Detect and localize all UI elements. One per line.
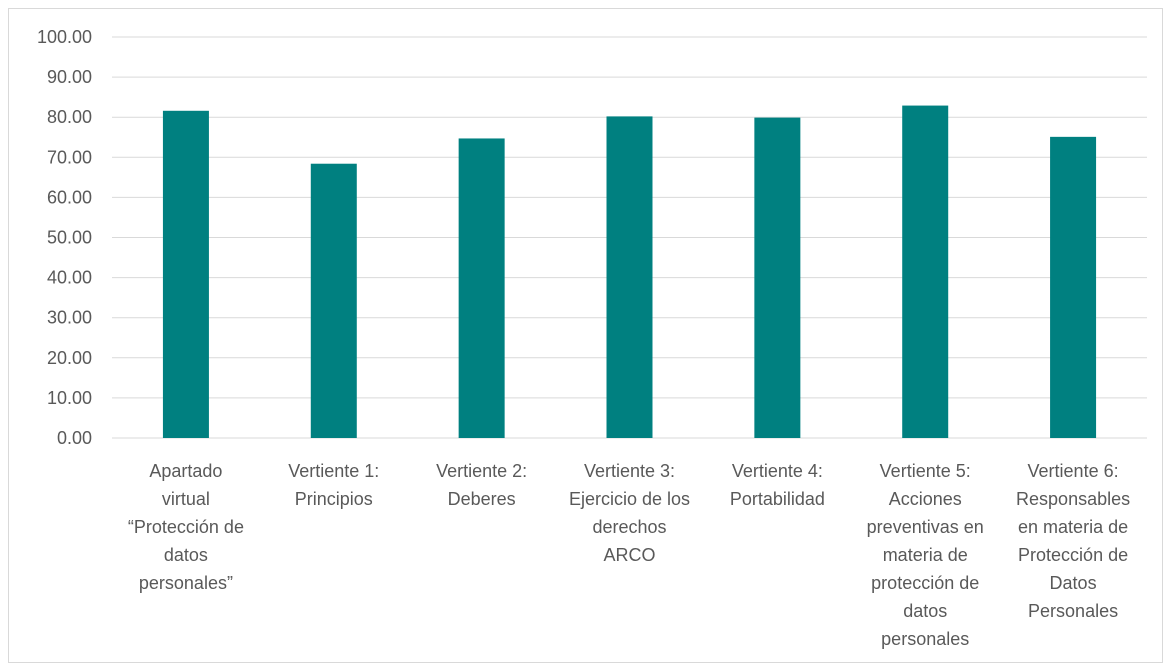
category-label-6-line-3: Protección de (1018, 545, 1128, 565)
category-label-5-line-1: Acciones (889, 489, 962, 509)
category-label-6-line-5: Personales (1028, 601, 1118, 621)
bar-5 (902, 105, 949, 439)
category-label-3-line-3: ARCO (603, 545, 655, 565)
category-label-5-line-0: Vertiente 5: (880, 461, 971, 481)
category-label-5-line-3: materia de (883, 545, 968, 565)
category-label-0: Apartado virtual “Protección de datos person… (128, 461, 244, 593)
y-tick-label-0: 0.00 (57, 428, 92, 448)
category-label-0-line-3: datos (164, 545, 208, 565)
category-label-5: Vertiente 5: Acciones preventivas en materi… (867, 461, 984, 649)
y-tick-label-7: 70.00 (47, 147, 92, 167)
category-label-6-line-0: Vertiente 6: (1028, 461, 1119, 481)
category-label-0-line-1: virtual (162, 489, 210, 509)
y-tick-label-2: 20.00 (47, 348, 92, 368)
y-tick-label-3: 30.00 (47, 308, 92, 328)
bar-6 (1050, 136, 1097, 438)
category-label-5-line-6: personales (881, 629, 969, 649)
y-tick-label-9: 90.00 (47, 67, 92, 87)
category-label-5-line-2: preventivas en (867, 517, 984, 537)
category-label-1-line-1: Principios (295, 489, 373, 509)
category-label-6-line-2: en materia de (1018, 517, 1128, 537)
category-label-0-line-0: Apartado (149, 461, 222, 481)
bar-chart: 0.00 10.00 20.00 30.00 40.00 50.00 60.00 70.00 8… (37, 27, 1147, 649)
bar-3 (606, 116, 653, 438)
category-label-6-line-4: Datos (1050, 573, 1097, 593)
category-label-0-line-2: “Protección de (128, 517, 244, 537)
y-tick-label-4: 40.00 (47, 268, 92, 288)
y-tick-label-5: 50.00 (47, 228, 92, 248)
bar-0 (162, 110, 209, 438)
category-label-4-line-1: Portabilidad (730, 489, 825, 509)
y-axis-tick-labels: 0.00 10.00 20.00 30.00 40.00 50.00 60.00 70.00 8… (37, 27, 92, 448)
bars (162, 105, 1097, 439)
category-label-2-line-0: Vertiente 2: (436, 461, 527, 481)
category-label-6: Vertiente 6: Responsables en materia de Pro… (1016, 461, 1130, 621)
category-label-3: Vertiente 3: Ejercicio de los derechos ARCO (569, 461, 690, 565)
category-label-3-line-0: Vertiente 3: (584, 461, 675, 481)
category-label-2: Vertiente 2: Deberes (436, 461, 527, 509)
category-label-3-line-1: Ejercicio de los (569, 489, 690, 509)
chart-frame: 0.00 10.00 20.00 30.00 40.00 50.00 60.00 70.00 8… (8, 8, 1163, 663)
x-axis-category-labels: Apartado virtual “Protección de datos person… (128, 461, 1130, 649)
category-label-3-line-2: derechos (592, 517, 666, 537)
category-label-5-line-5: datos (903, 601, 947, 621)
bar-2 (458, 138, 505, 438)
category-label-4: Vertiente 4: Portabilidad (730, 461, 825, 509)
category-label-1: Vertiente 1: Principios (288, 461, 379, 509)
category-label-5-line-4: protección de (871, 573, 979, 593)
category-label-2-line-1: Deberes (448, 489, 516, 509)
category-label-1-line-0: Vertiente 1: (288, 461, 379, 481)
y-tick-label-1: 10.00 (47, 388, 92, 408)
bar-1 (310, 163, 357, 438)
category-label-6-line-1: Responsables (1016, 489, 1130, 509)
category-label-0-line-4: personales” (139, 573, 233, 593)
bar-4 (754, 117, 801, 438)
category-label-4-line-0: Vertiente 4: (732, 461, 823, 481)
y-tick-label-6: 60.00 (47, 187, 92, 207)
y-tick-label-10: 100.00 (37, 27, 92, 47)
y-tick-label-8: 80.00 (47, 107, 92, 127)
